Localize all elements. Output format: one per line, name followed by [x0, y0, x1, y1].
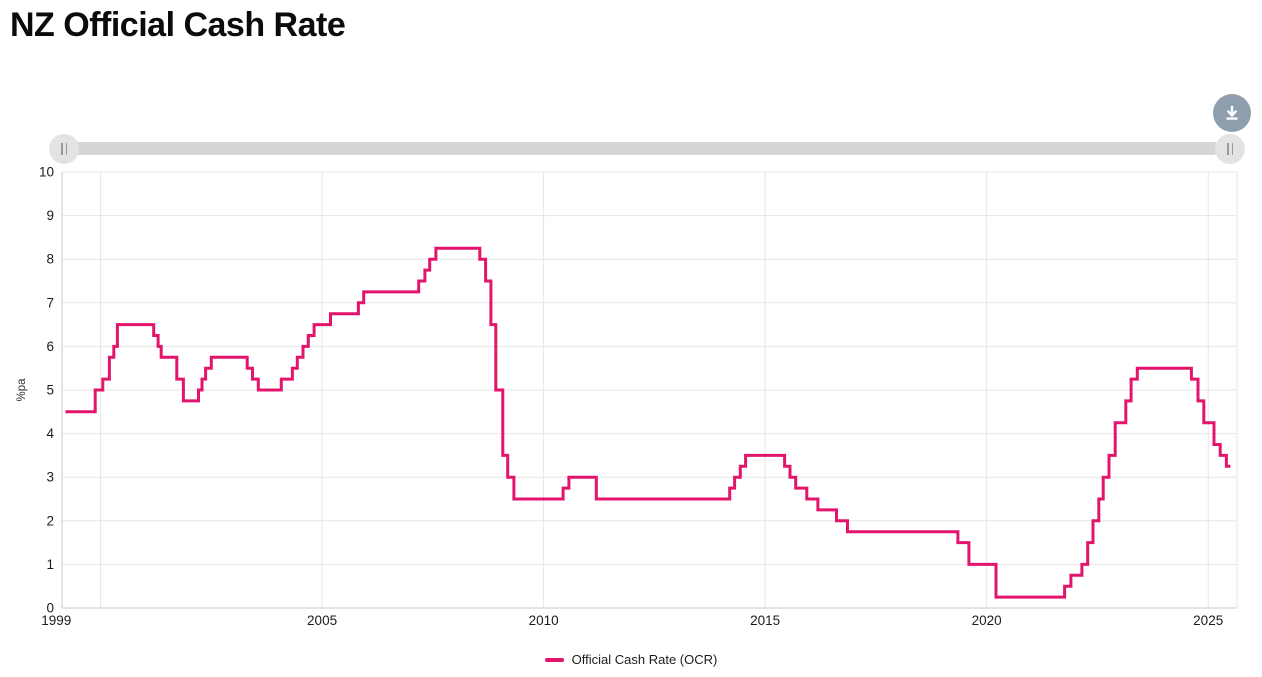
ocr-chart: 0 1 2 3 4 5 6 7 8 9 10 1999 2005 2010 2015 2020 2025 %pa [0, 160, 1262, 640]
y-tick-label: 4 [46, 426, 54, 441]
page-title: NZ Official Cash Rate [10, 6, 346, 44]
grip-icon [65, 143, 67, 155]
x-tick-label: 1999 [41, 613, 71, 628]
grip-icon [1231, 143, 1233, 155]
y-axis-title: %pa [16, 378, 28, 402]
y-tick-label: 8 [46, 252, 54, 267]
y-tick-label: 7 [46, 295, 54, 310]
x-tick-label: 2020 [972, 613, 1002, 628]
grip-icon [1227, 143, 1229, 155]
grip-icon [61, 143, 63, 155]
x-tick-label: 2015 [750, 613, 780, 628]
y-tick-label: 10 [39, 165, 54, 180]
y-tick-label: 9 [46, 208, 54, 223]
range-slider-track[interactable] [55, 142, 1216, 155]
y-tick-label: 2 [46, 513, 54, 528]
y-tick-label: 5 [46, 383, 54, 398]
y-tick-label: 6 [46, 339, 54, 354]
download-icon [1223, 104, 1241, 122]
ocr-chart-svg: 0 1 2 3 4 5 6 7 8 9 10 1999 2005 2010 2015 2020 2025 %pa [16, 165, 1238, 628]
y-tick-label: 0 [46, 601, 54, 616]
y-tick-label: 3 [46, 470, 54, 485]
range-slider-handle-left[interactable] [49, 134, 79, 164]
x-tick-label: 2025 [1193, 613, 1223, 628]
x-tick-label: 2010 [529, 613, 559, 628]
download-button[interactable] [1213, 94, 1251, 132]
range-slider-handle-right[interactable] [1215, 134, 1245, 164]
chart-legend: Official Cash Rate (OCR) [0, 652, 1262, 667]
legend-marker-ocr [544, 657, 564, 662]
ocr-step-line [65, 246, 1231, 599]
legend-label-ocr: Official Cash Rate (OCR) [571, 652, 718, 667]
y-tick-label: 1 [46, 557, 54, 572]
x-tick-label: 2005 [307, 613, 337, 628]
